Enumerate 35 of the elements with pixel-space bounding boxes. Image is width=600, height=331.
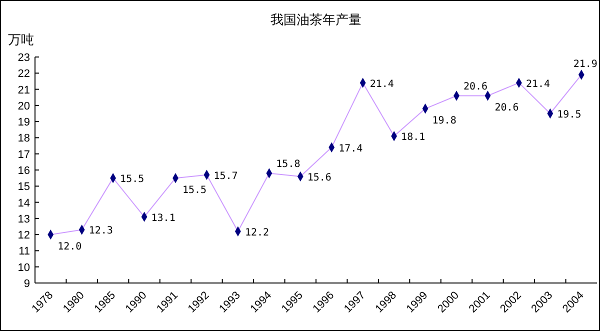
y-tick-label: 16 xyxy=(18,165,30,177)
data-label: 20.6 xyxy=(494,102,519,114)
y-tick-label: 18 xyxy=(18,132,30,145)
y-axis-title: 万吨 xyxy=(8,32,34,47)
y-tick-label: 19 xyxy=(18,116,30,129)
y-tick-label: 20 xyxy=(18,100,30,112)
data-label: 12.0 xyxy=(58,242,82,253)
data-label: 19.5 xyxy=(557,110,582,120)
data-label: 19.8 xyxy=(432,116,456,127)
y-tick-label: 12 xyxy=(18,230,30,242)
data-label: 20.6 xyxy=(464,82,488,93)
data-label: 15.5 xyxy=(182,185,207,196)
y-tick-label: 21 xyxy=(18,84,30,96)
y-tick-label: 13 xyxy=(18,213,30,226)
y-tick-label: 22 xyxy=(18,68,30,80)
y-tick-label: 14 xyxy=(18,197,30,210)
data-label: 21.9 xyxy=(573,58,598,70)
y-tick-label: 23 xyxy=(18,52,30,64)
data-label: 12.2 xyxy=(244,227,270,238)
data-label: 15.6 xyxy=(307,172,332,184)
data-label: 17.4 xyxy=(338,143,363,154)
data-label: 15.5 xyxy=(120,174,144,186)
y-tick-label: 11 xyxy=(18,246,30,258)
y-tick-label: 10 xyxy=(18,262,30,274)
data-label: 15.8 xyxy=(276,159,300,170)
data-label: 21.4 xyxy=(370,78,394,90)
chart-title: 我国油茶年产量 xyxy=(270,12,362,27)
data-label: 15.7 xyxy=(214,170,238,182)
y-tick-label: 9 xyxy=(24,278,30,290)
y-tick-label: 17 xyxy=(18,148,30,161)
data-label: 21.4 xyxy=(526,78,550,90)
y-tick-label: 15 xyxy=(18,181,30,194)
data-label: 13.1 xyxy=(151,212,176,224)
data-label: 12.3 xyxy=(88,226,113,237)
data-label: 18.1 xyxy=(401,132,426,144)
